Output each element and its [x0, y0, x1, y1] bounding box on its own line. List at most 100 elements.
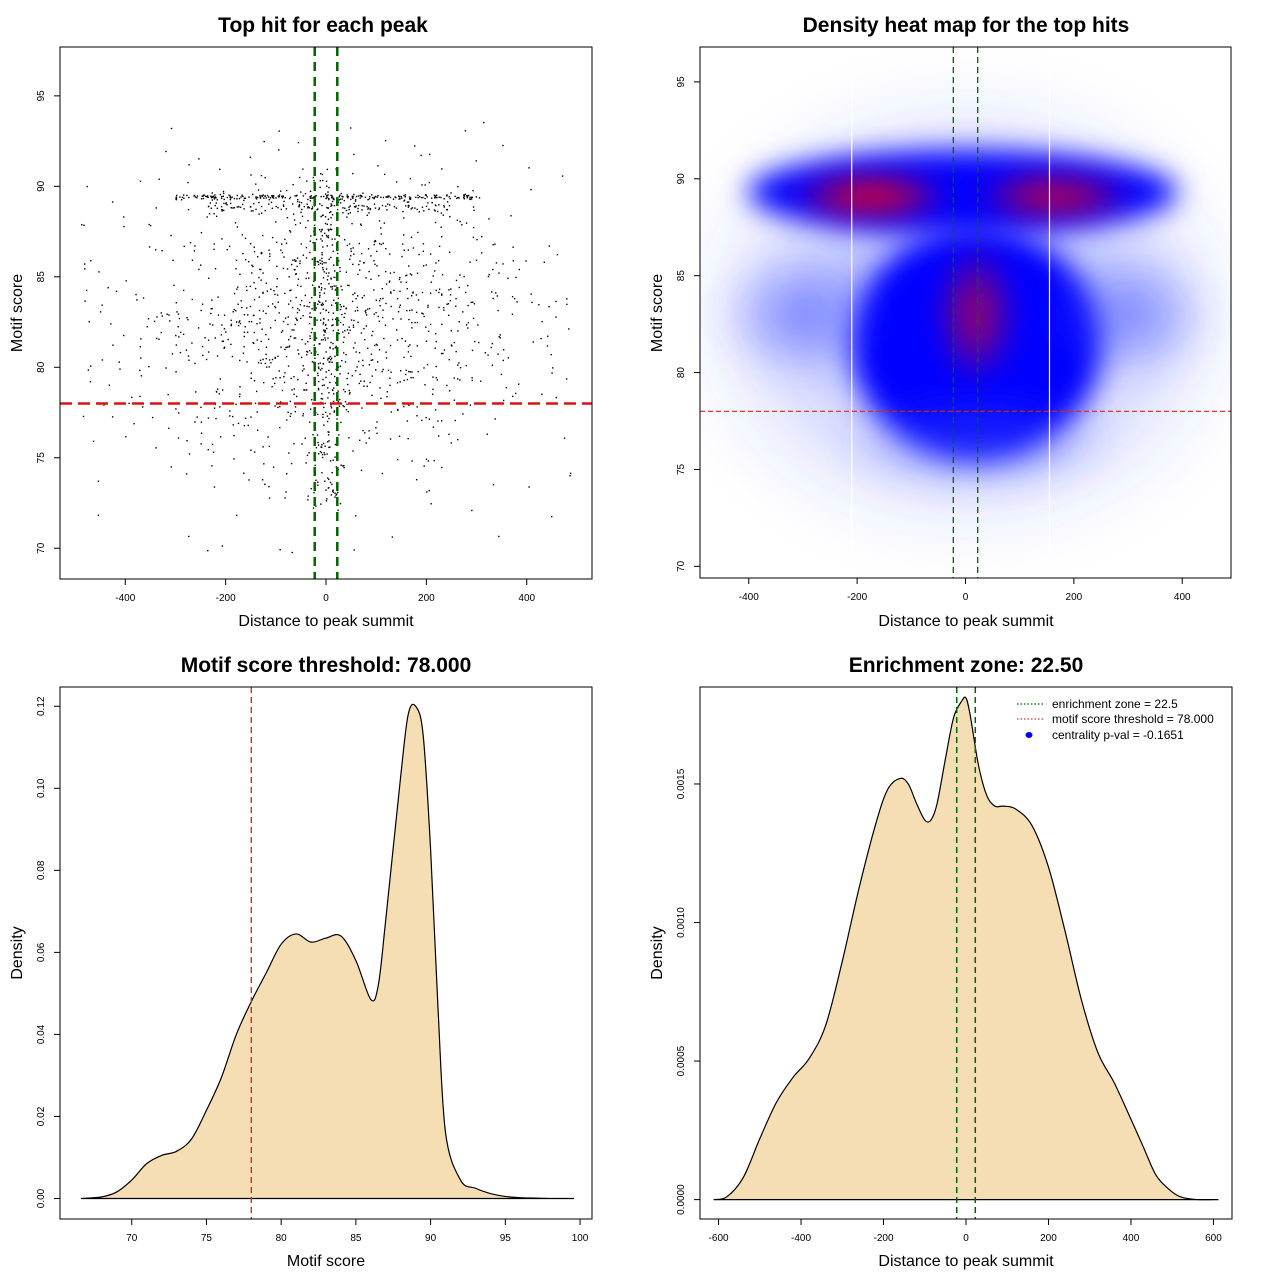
scatter-point — [260, 205, 263, 208]
scatter-point — [258, 201, 260, 204]
scatter-point — [377, 315, 379, 318]
scatter-point — [323, 334, 325, 336]
scatter-point — [140, 357, 142, 359]
scatter-point — [337, 329, 339, 331]
scatter-point — [383, 337, 385, 340]
scatter-point — [518, 268, 520, 271]
scatter-point — [334, 496, 336, 498]
scatter-point — [373, 196, 376, 198]
scatter-point — [334, 270, 336, 272]
scatter-point — [182, 194, 185, 196]
scatter-point — [262, 381, 265, 384]
scatter-point — [496, 295, 499, 297]
scatter-point — [462, 311, 464, 313]
scatter-point — [275, 221, 277, 223]
scatter-point — [309, 200, 312, 202]
scatter-point — [226, 204, 228, 206]
scatter-point — [353, 206, 356, 208]
scatter-point — [201, 345, 204, 348]
scatter-point — [427, 202, 429, 204]
scatter-point — [289, 231, 292, 233]
scatter-point — [433, 209, 436, 211]
scatter-point — [281, 330, 284, 332]
scatter-point — [403, 200, 405, 202]
scatter-point — [371, 334, 373, 337]
scatter-point — [81, 223, 83, 226]
scatter-point — [158, 338, 160, 340]
scatter-point — [290, 462, 293, 465]
scatter-point — [351, 195, 354, 198]
scatter-point — [244, 326, 246, 328]
scatter-point — [359, 269, 361, 271]
scatter-point — [222, 190, 225, 193]
scatter-point — [326, 195, 328, 197]
scatter-point — [332, 329, 335, 332]
scatter-point — [250, 206, 252, 208]
scatter-point — [303, 368, 305, 370]
scatter-point — [344, 401, 347, 403]
scatter-point — [309, 349, 311, 352]
scatter-point — [376, 250, 378, 253]
scatter-point — [240, 196, 242, 198]
scatter-point — [359, 260, 361, 262]
scatter-point — [320, 303, 323, 306]
scatter-point — [267, 305, 270, 308]
scatter-point — [219, 378, 221, 380]
scatter-point — [405, 274, 407, 277]
scatter-point — [262, 310, 265, 312]
scatter-point — [332, 324, 334, 326]
scatter-point — [393, 271, 395, 274]
scatter-point — [306, 305, 308, 308]
scatter-point — [288, 452, 290, 454]
scatter-point — [186, 317, 188, 319]
scatter-point — [432, 275, 434, 277]
scatter-point — [274, 357, 276, 359]
scatter-point — [253, 342, 255, 345]
scatter-point — [239, 393, 241, 395]
scatter-point — [244, 237, 247, 240]
scatter-point — [449, 215, 451, 218]
scatter-point — [171, 353, 174, 355]
scatter-point — [318, 229, 321, 231]
scatter-point — [101, 359, 104, 361]
scatter-point — [278, 370, 280, 372]
scatter-point — [178, 317, 181, 320]
scatter-point — [284, 497, 286, 499]
scatter-point — [402, 210, 404, 213]
scatter-point — [443, 309, 445, 311]
heatmap-title: Density heat map for the top hits — [803, 14, 1130, 37]
scatter-point — [103, 404, 105, 406]
scatter-point — [515, 276, 517, 279]
scatter-point — [265, 346, 268, 348]
scatter-point — [256, 411, 258, 413]
scatter-point — [432, 388, 434, 391]
scatter-point — [302, 168, 304, 170]
scatter-point — [344, 330, 346, 332]
scatter-point — [319, 180, 322, 182]
scatter-point — [253, 380, 256, 382]
scatter-point — [261, 479, 264, 481]
y-tick-label: 0.02 — [36, 1106, 47, 1126]
scatter-point — [507, 277, 509, 280]
scatter-point — [332, 342, 334, 345]
scatter-point — [156, 316, 158, 318]
scatter-point — [327, 359, 329, 361]
scatter-point — [207, 196, 209, 199]
scatter-point — [273, 290, 275, 292]
scatter-point — [448, 251, 451, 253]
scatter-point — [446, 201, 449, 203]
scatter-point — [243, 472, 245, 474]
scatter-point — [293, 337, 295, 339]
scatter-point — [400, 195, 402, 198]
scatter-point — [302, 195, 305, 197]
scatter-point — [276, 294, 279, 296]
scatter-point — [213, 243, 215, 245]
scatter-point — [307, 374, 309, 376]
scatter-point — [283, 200, 285, 203]
scatter-point — [277, 355, 279, 358]
scatter-point — [327, 191, 329, 193]
scatter-point — [353, 319, 355, 322]
scatter-point — [312, 197, 314, 199]
scatter-point — [307, 495, 309, 497]
scatter-point — [140, 375, 143, 377]
